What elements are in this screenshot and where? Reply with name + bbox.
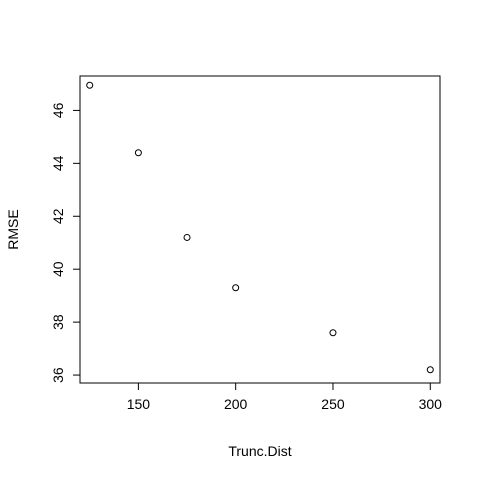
x-tick-label: 150 bbox=[127, 396, 151, 412]
data-point bbox=[232, 284, 240, 292]
y-axis: 36 38 40 42 44 46 bbox=[50, 102, 81, 383]
y-tick-label: 38 bbox=[50, 314, 66, 330]
y-tick-label: 46 bbox=[50, 102, 66, 118]
data-point bbox=[183, 233, 191, 241]
data-point bbox=[426, 366, 434, 374]
data-point bbox=[329, 329, 337, 337]
plot-frame bbox=[79, 75, 441, 384]
x-axis-title: Trunc.Dist bbox=[228, 443, 291, 459]
y-axis-title: RMSE bbox=[5, 209, 21, 249]
y-tick-label: 40 bbox=[50, 261, 66, 277]
data-point bbox=[134, 149, 142, 157]
y-tick-label: 42 bbox=[50, 208, 66, 224]
y-tick-label: 44 bbox=[50, 155, 66, 171]
data-points bbox=[86, 81, 434, 374]
data-point bbox=[86, 81, 94, 89]
y-tick-label: 36 bbox=[50, 367, 66, 383]
x-tick-label: 300 bbox=[419, 396, 443, 412]
x-axis: 150 200 250 300 bbox=[127, 382, 443, 412]
x-tick-label: 200 bbox=[224, 396, 248, 412]
x-tick-label: 250 bbox=[321, 396, 345, 412]
